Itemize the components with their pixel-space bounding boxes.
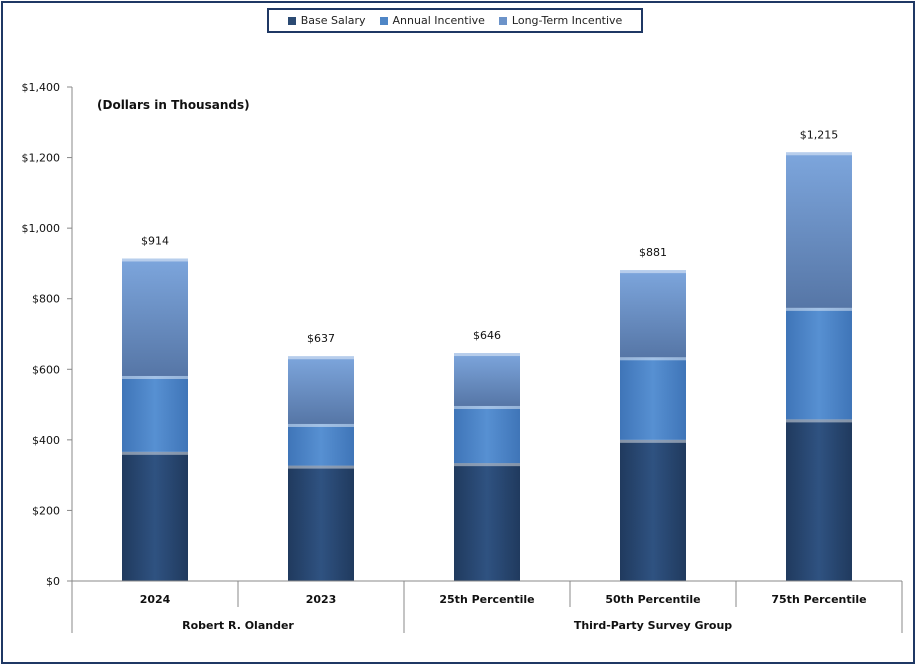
legend-item-base-salary: Base Salary (287, 14, 366, 27)
legend-label-base-salary: Base Salary (300, 14, 366, 27)
legend-item-long-term-incentive: Long-Term Incentive (498, 14, 623, 27)
legend-swatch-long-term-incentive (498, 16, 507, 25)
chart-legend: Base Salary Annual Incentive Long-Term I… (267, 8, 643, 33)
legend-item-annual-incentive: Annual Incentive (379, 14, 485, 27)
legend-label-long-term-incentive: Long-Term Incentive (511, 14, 623, 27)
legend-label-annual-incentive: Annual Incentive (392, 14, 485, 27)
legend-swatch-annual-incentive (379, 16, 388, 25)
legend-swatch-base-salary (287, 16, 296, 25)
